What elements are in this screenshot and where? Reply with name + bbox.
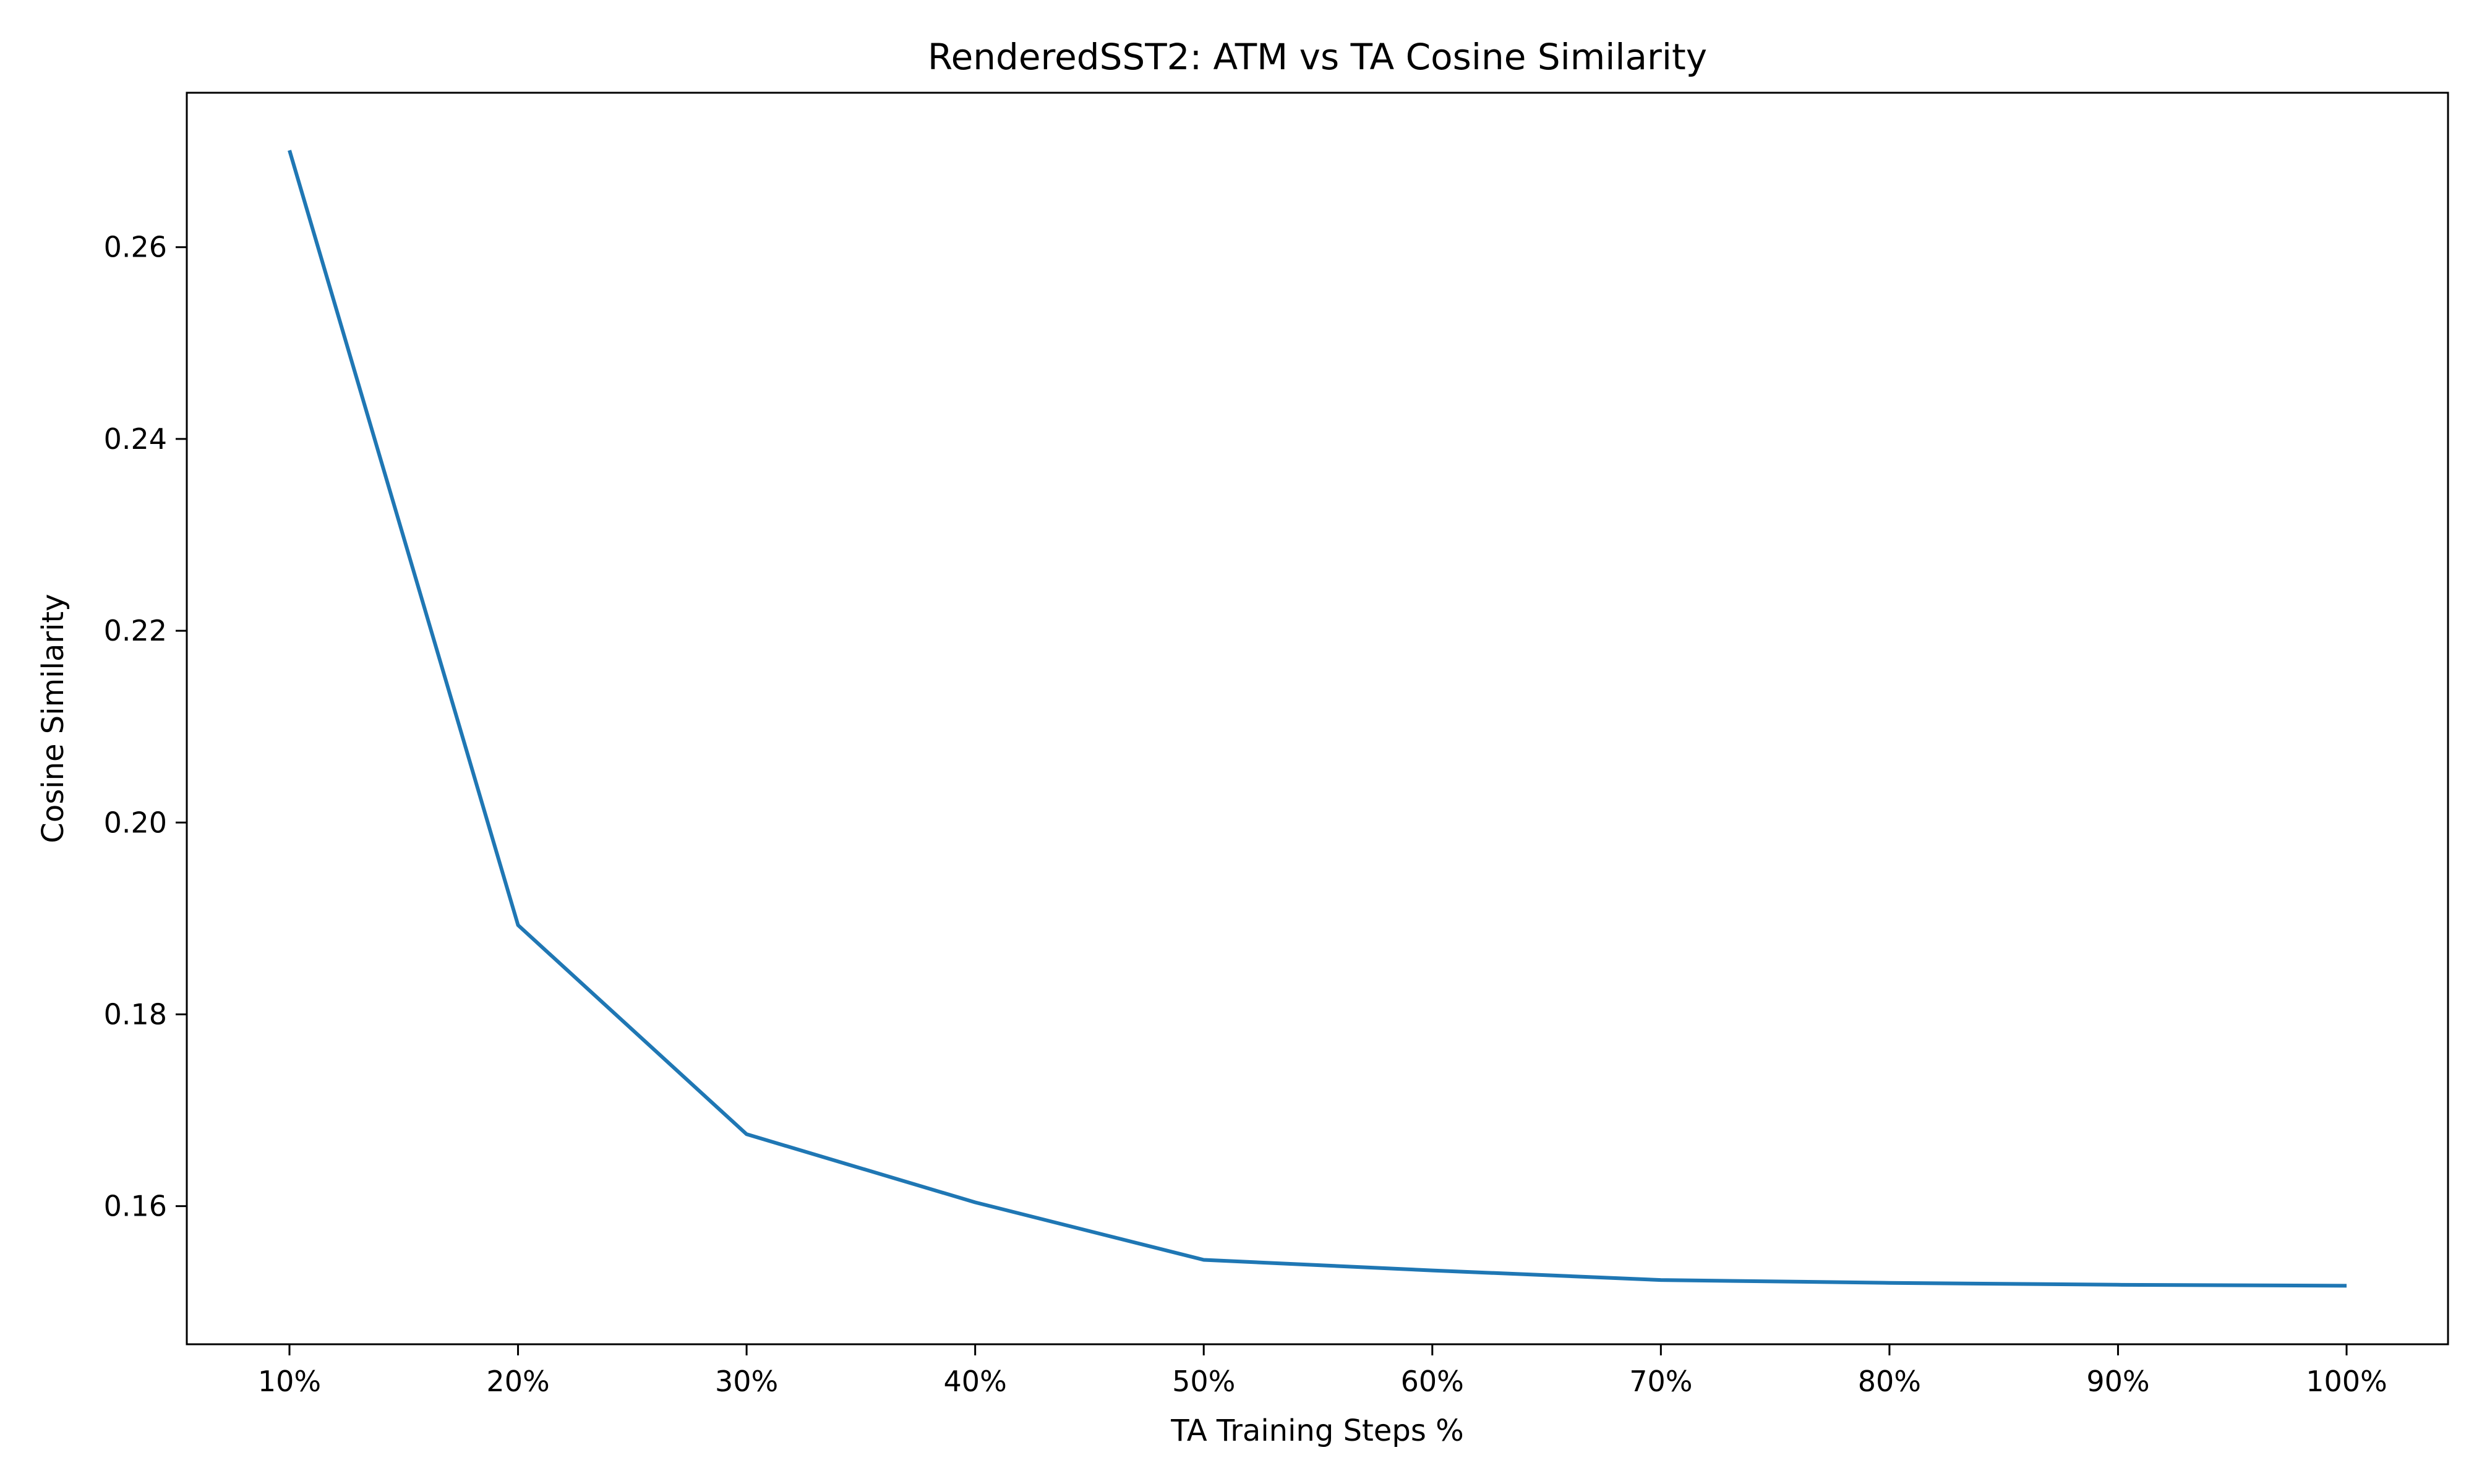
y-tick-label: 0.24 [104,422,167,456]
x-tick-label: 90% [2086,1365,2149,1398]
plot-area [186,92,2449,1345]
y-tick-label: 0.26 [104,231,167,264]
series-line-0 [288,150,2347,1288]
y-axis-label: Cosine Similarity [36,594,71,843]
y-tick-label: 0.22 [104,614,167,647]
chart-title: RenderedSST2: ATM vs TA Cosine Similarit… [928,36,1707,78]
x-tick-label: 60% [1401,1365,1464,1398]
x-axis-label: TA Training Steps % [1170,1414,1464,1448]
x-tick-label: 40% [944,1365,1007,1398]
plot-frame [186,92,2449,1345]
x-tick-label: 10% [258,1365,321,1398]
x-tick-label: 50% [1172,1365,1235,1398]
x-tick-label: 100% [2306,1365,2387,1398]
y-tick-label: 0.20 [104,806,167,839]
x-tick-label: 70% [1629,1365,1692,1398]
y-axis: 0.16 0.18 0.20 0.22 0.24 0.26 [104,231,187,1223]
x-tick-label: 80% [1858,1365,1921,1398]
y-tick-label: 0.16 [104,1190,167,1223]
y-tick-label: 0.18 [104,997,167,1031]
x-axis: 10% 20% 30% 40% 50% 60% 70% 80% 90% 100% [258,1344,2387,1398]
x-tick-label: 30% [715,1365,778,1398]
x-tick-label: 20% [486,1365,549,1398]
